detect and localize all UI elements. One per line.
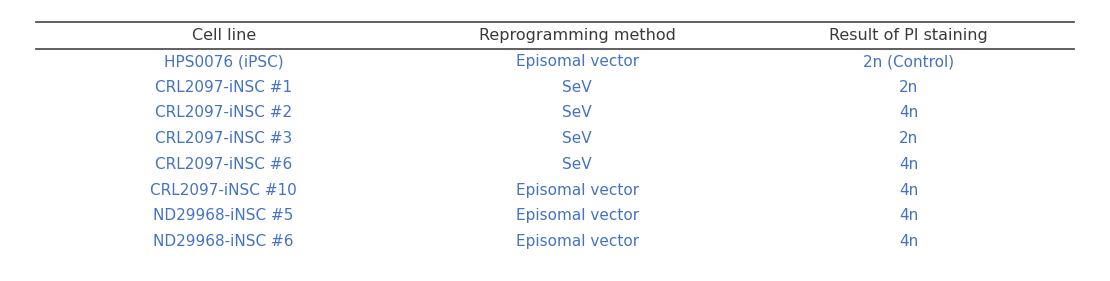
Text: SeV: SeV: [563, 105, 592, 121]
Text: Result of PI staining: Result of PI staining: [829, 28, 988, 43]
Text: 2n: 2n: [899, 131, 918, 146]
Text: 4n: 4n: [899, 183, 918, 198]
Text: ND29968-iNSC #5: ND29968-iNSC #5: [153, 208, 294, 223]
Text: SeV: SeV: [563, 131, 592, 146]
Text: 2n (Control): 2n (Control): [862, 54, 953, 69]
Text: Cell line: Cell line: [192, 28, 255, 43]
Text: CRL2097-iNSC #10: CRL2097-iNSC #10: [150, 183, 297, 198]
Text: CRL2097-iNSC #2: CRL2097-iNSC #2: [155, 105, 292, 121]
Text: 4n: 4n: [899, 105, 918, 121]
Text: CRL2097-iNSC #1: CRL2097-iNSC #1: [155, 80, 292, 95]
Text: CRL2097-iNSC #6: CRL2097-iNSC #6: [155, 157, 292, 172]
Text: SeV: SeV: [563, 80, 592, 95]
Text: 4n: 4n: [899, 234, 918, 249]
Text: ND29968-iNSC #6: ND29968-iNSC #6: [153, 234, 294, 249]
Text: Episomal vector: Episomal vector: [515, 234, 638, 249]
Text: 4n: 4n: [899, 157, 918, 172]
Text: Reprogramming method: Reprogramming method: [478, 28, 676, 43]
Text: 2n: 2n: [899, 80, 918, 95]
Text: Episomal vector: Episomal vector: [515, 208, 638, 223]
Text: Episomal vector: Episomal vector: [515, 183, 638, 198]
Text: Episomal vector: Episomal vector: [515, 54, 638, 69]
Text: HPS0076 (iPSC): HPS0076 (iPSC): [164, 54, 283, 69]
Text: SeV: SeV: [563, 157, 592, 172]
Text: CRL2097-iNSC #3: CRL2097-iNSC #3: [155, 131, 292, 146]
Text: 4n: 4n: [899, 208, 918, 223]
